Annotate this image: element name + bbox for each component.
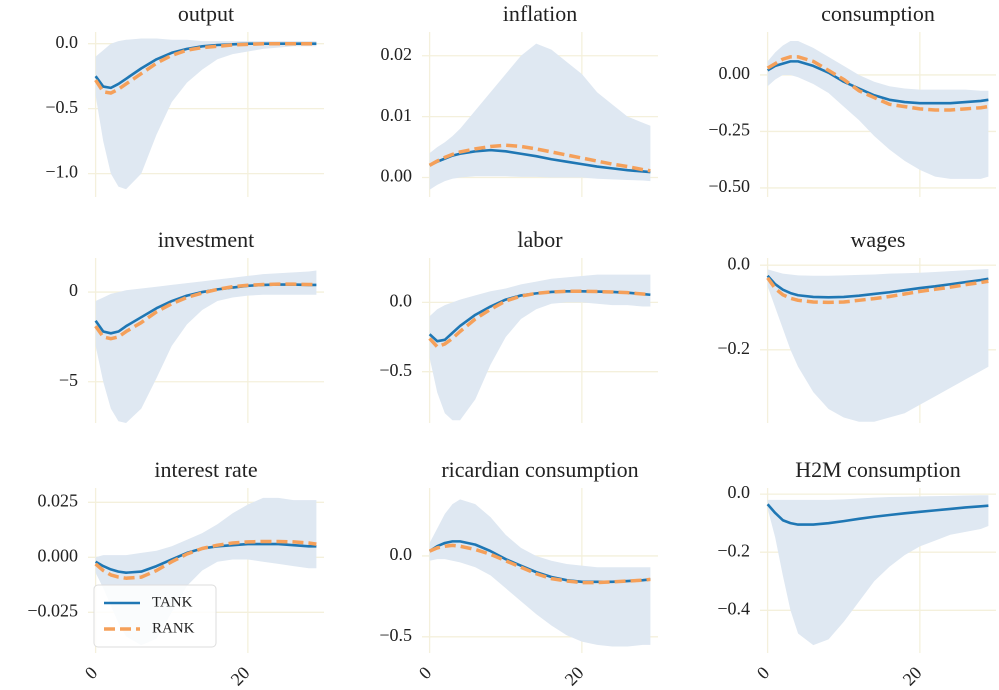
series-line [428,543,651,585]
panel-title: interest rate [154,457,257,482]
panel: labor 0.0 −0.5 [379,227,658,423]
x-tick-label: 20 [227,663,254,690]
x-tick-label: 20 [899,663,926,690]
panel-title: ricardian consumption [441,457,638,482]
y-tick-label: −0.50 [708,176,750,196]
y-tick-label: −0.2 [717,338,750,358]
panel: ricardian consumption 0.0 −0.50 20 [379,457,658,689]
y-tick-label: −1.0 [45,162,78,182]
panel: interest rate 0.025 0.000 −0.025 0 20 TANK RANK [27,457,324,689]
y-tick-label: 0.02 [381,44,413,64]
panel: consumption 0.00 −0.25 −0.50 [708,1,996,197]
y-tick-label: 0.000 [38,545,79,565]
y-tick-label: 0.0 [728,253,751,273]
panel-title: wages [851,227,906,252]
panel-title: H2M consumption [795,457,961,482]
x-tick-label: 0 [753,663,774,684]
series-line [766,503,989,526]
series-line [94,539,317,580]
band [767,41,989,179]
y-tick-label: 0.025 [38,490,79,510]
panel-title: labor [517,227,563,252]
x-tick-label: 20 [561,663,588,690]
series-line [766,276,989,305]
x-tick-label: 0 [415,663,436,684]
panel: wages 0.0 −0.2 [717,227,996,423]
y-tick-label: −0.4 [717,598,750,618]
panel: H2M consumption 0.0 −0.2 −0.4 0 20 [717,457,996,689]
series-line [94,542,317,574]
y-tick-label: −0.5 [379,625,412,645]
panel: inflation 0.00 0.01 0.02 [381,1,658,197]
band [95,38,317,190]
y-tick-label: 0.00 [719,63,751,83]
band [767,269,989,422]
panel: investment 0 −5 [59,227,324,423]
series-line [94,41,317,95]
panel-title: investment [158,227,255,252]
legend-label: RANK [152,620,195,636]
series-line [766,60,989,105]
series-line [766,274,989,299]
legend-box [93,584,217,648]
y-tick-label: −0.25 [708,120,750,140]
series-line [766,55,989,112]
x-tick-label: 0 [81,663,102,684]
y-tick-label: 0.0 [56,32,79,52]
y-tick-label: 0.0 [390,290,413,310]
y-tick-label: 0.00 [381,166,413,186]
series-line [428,289,651,349]
y-tick-label: −5 [59,370,78,390]
band [95,270,317,423]
y-tick-label: 0.0 [728,482,751,502]
panel-title: inflation [503,1,578,26]
panel: output 0.0 −0.5 −1.0 [45,1,324,197]
panel-title: output [178,1,234,26]
y-tick-label: 0 [69,280,78,300]
band [429,43,651,190]
band [767,495,989,646]
y-tick-label: −0.5 [379,360,412,380]
y-tick-label: −0.2 [717,540,750,560]
series-line [428,143,651,173]
y-tick-label: −0.025 [27,600,78,620]
legend: TANK RANK [93,584,217,648]
y-tick-label: 0.0 [390,544,413,564]
y-tick-label: 0.01 [381,105,413,125]
band [429,274,651,421]
y-tick-label: −0.5 [45,97,78,117]
legend-label: TANK [152,594,193,610]
series-line [94,282,317,341]
panel-title: consumption [821,1,935,26]
